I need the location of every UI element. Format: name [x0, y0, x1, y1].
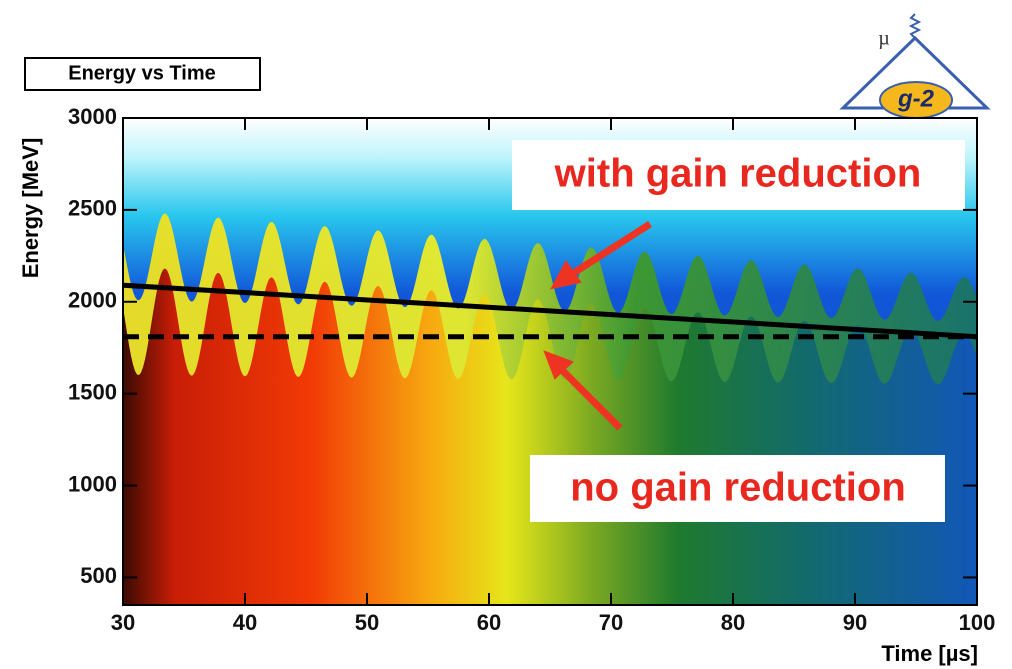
x-tick-label: 100	[959, 610, 996, 635]
logo: g-2 µ	[839, 13, 991, 119]
y-tick-label: 2000	[68, 288, 117, 313]
annotation: with gain reduction	[554, 152, 922, 196]
y-axis-label: Energy [MeV]	[18, 138, 43, 279]
arrow	[570, 221, 652, 277]
arrow-head	[543, 350, 574, 380]
y-tick-label: 3000	[68, 104, 117, 129]
y-tick-label: 2500	[68, 196, 117, 221]
x-tick-label: 30	[111, 610, 135, 635]
plot-frame	[122, 117, 978, 606]
y-tick-label: 500	[80, 563, 117, 588]
y-tick-label: 1500	[68, 379, 117, 404]
chart-title: Energy vs Time	[68, 62, 215, 84]
line	[122, 282, 978, 340]
x-tick-label: 90	[843, 610, 867, 635]
logo-label: g-2	[897, 85, 935, 112]
arrows	[543, 221, 652, 431]
annotation-box	[530, 455, 945, 522]
x-tick-label: 80	[721, 610, 745, 635]
arrow-head	[550, 260, 582, 290]
logo-wave	[908, 13, 922, 39]
logo-symbol: µ	[878, 28, 890, 50]
x-tick-label: 40	[233, 610, 257, 635]
x-tick-label: 60	[477, 610, 501, 635]
x-tick-label: 70	[599, 610, 623, 635]
annotation: no gain reduction	[570, 466, 906, 510]
x-tick-label: 50	[355, 610, 379, 635]
y-tick-label: 1000	[68, 471, 117, 496]
x-axis-label: Time [µs]	[881, 641, 978, 666]
title-box	[24, 57, 261, 91]
annotation-box	[512, 140, 965, 210]
arrow	[557, 365, 623, 431]
